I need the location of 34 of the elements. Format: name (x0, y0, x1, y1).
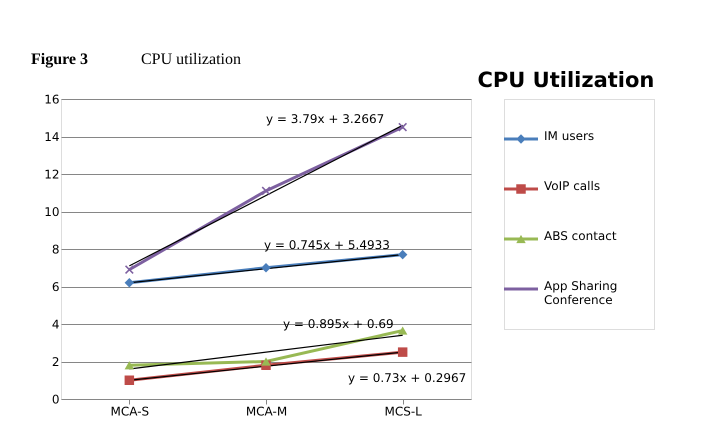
legend-label: App Sharing Conference (544, 279, 618, 307)
legend-label: IM users (544, 129, 594, 143)
caption: Figure 3 (31, 51, 88, 68)
x-tick-label: MCA-S (110, 404, 150, 418)
text: CPU Utilization (478, 68, 654, 92)
point (124, 278, 134, 288)
point (261, 263, 271, 272)
legend-label: VoIP calls (544, 179, 600, 193)
point (261, 186, 271, 196)
y-tick-label: 12 (44, 168, 60, 182)
annotation: y = 0.745x + 5.4933 (264, 238, 390, 252)
y-tick-label: 6 (52, 280, 60, 294)
point (398, 326, 408, 335)
y-tick-label: 10 (44, 205, 60, 219)
point (124, 361, 134, 370)
point (398, 122, 408, 132)
y-tick-label: 0 (52, 392, 60, 406)
x-tick-label: MCA-M (246, 404, 288, 418)
y-tick-label: 2 (52, 355, 60, 369)
y-tick-label: 14 (44, 130, 60, 144)
y-tick-label: 16 (44, 92, 60, 106)
y-tick-label: 4 (52, 318, 60, 332)
point (124, 376, 134, 385)
y-tick-label: 8 (52, 242, 60, 256)
point (398, 250, 408, 260)
annotation: y = 0.895x + 0.69 (283, 317, 394, 331)
annotation: y = 3.79x + 3.2667 (266, 112, 384, 126)
point (261, 357, 271, 366)
annotation: y = 0.73x + 0.2967 (348, 371, 466, 385)
text: CPU utilization (141, 51, 241, 68)
point (124, 265, 134, 274)
legend-label: ABS contact (544, 229, 617, 243)
point (398, 347, 408, 357)
x-tick-label: MCS-L (384, 404, 422, 418)
